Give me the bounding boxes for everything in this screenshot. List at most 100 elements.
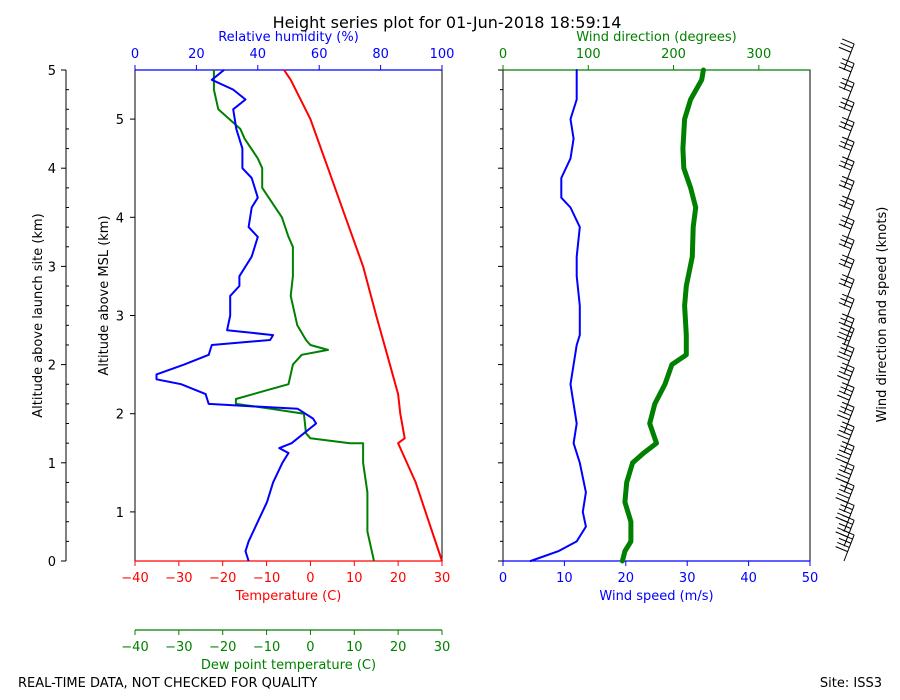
wind-barb-shaft (843, 161, 855, 189)
wind-speed-tick-label: 50 (802, 571, 819, 586)
wind-barb (837, 362, 855, 395)
wind-speed-line (529, 69, 587, 562)
dewpoint-tick-label: −10 (253, 640, 280, 655)
wind-barb (838, 156, 855, 189)
wind-barb (838, 254, 855, 287)
wind-barb-flag (840, 180, 853, 187)
wind-barb-flag (840, 317, 853, 324)
wind-speed-tick-label: 40 (740, 571, 757, 586)
wind-barb-flag (840, 347, 853, 353)
rh-tick-label: 20 (188, 47, 205, 62)
wind-barb-flag (841, 77, 855, 84)
wind-barb-shaft (843, 279, 855, 306)
inner-y-axis-label: Altitude above MSL (km) (97, 215, 112, 375)
wind-barb (838, 136, 855, 169)
wind-barb (837, 342, 855, 375)
wind-barb (838, 117, 855, 149)
wind-barb-flag (841, 313, 855, 320)
temperature-tick-label: 0 (306, 571, 314, 586)
temperature-tick-label: 20 (390, 571, 407, 586)
dewpoint-axis-label: Dew point temperature (C) (201, 658, 376, 673)
wind-barb-flag (837, 473, 850, 480)
rh-tick-label: 60 (311, 47, 328, 62)
wind-barb-shaft (843, 407, 855, 434)
wind-barb-flag (838, 410, 852, 417)
wind-barb-flag (840, 278, 853, 285)
outer-y-tick-label: 1 (48, 457, 56, 472)
wind-barb-flag (840, 366, 853, 373)
wind-barb-flag (841, 274, 855, 281)
wind-barb-flag (841, 293, 855, 300)
wind-barb-flag (838, 243, 852, 250)
wind-barb-shaft (843, 348, 855, 375)
wind-barb-flag (841, 175, 855, 182)
wind-barb-flag (840, 42, 853, 49)
wind-direction-tick-label: 0 (499, 47, 507, 62)
wind-barb (838, 234, 855, 267)
wind-barb-flag (837, 492, 850, 499)
wind-barb-flag (837, 541, 850, 548)
dewpoint-tick-label: −30 (165, 640, 192, 655)
rh-tick-label: 100 (430, 47, 455, 62)
wind-barb-shaft (843, 220, 855, 247)
wind-barb-flag (838, 302, 852, 309)
wind-barb-axis-label: Wind direction and speed (knots) (875, 207, 890, 423)
wind-barb-flag (840, 464, 853, 471)
wind-barb-flag (841, 254, 855, 261)
rh-axis-label: Relative humidity (%) (218, 30, 359, 45)
wind-barb-flag (841, 362, 855, 369)
wind-barb-shaft (843, 83, 855, 110)
wind-barb-flag (840, 140, 853, 147)
wind-barb (837, 401, 855, 434)
footer-quality-note: REAL-TIME DATA, NOT CHECKED FOR QUALITY (18, 676, 317, 691)
thermo-plot-frame (134, 69, 443, 562)
wind-direction-tick-label: 100 (576, 47, 601, 62)
wind-barb-flag (838, 262, 852, 269)
wind-barb-flag (838, 523, 852, 529)
wind-barb-flag (837, 394, 850, 401)
wind-barb-flag (840, 386, 853, 393)
temperature-line (283, 69, 443, 562)
wind-barb (837, 421, 855, 454)
wind-barb-shaft (843, 485, 855, 513)
wind-barb-flag (835, 497, 848, 503)
wind-barb-flag (840, 121, 853, 128)
rh-tick-label: 40 (250, 47, 267, 62)
dew-point-line (212, 70, 375, 562)
wind-barb-flag (838, 203, 852, 210)
wind-barb-flag (838, 86, 852, 92)
wind-barb (835, 441, 855, 473)
wind-barb-shaft (843, 63, 855, 90)
wind-barb-shaft (843, 141, 855, 169)
outer-y-tick-label: 3 (48, 260, 56, 275)
wind-barb (838, 293, 855, 326)
outer-y-tick-label: 5 (48, 64, 56, 79)
wind-barb-shaft (843, 367, 855, 395)
wind-speed-tick-label: 30 (679, 571, 696, 586)
wind-plot-frame (502, 69, 811, 562)
outer-y-axis-label: Altitude above launch site (km) (31, 213, 46, 417)
wind-barb-flag (840, 504, 853, 511)
wind-barb-flag (838, 370, 852, 377)
wind-direction-tick-label: 300 (746, 47, 771, 62)
wind-barb-flag (841, 441, 855, 447)
temperature-tick-label: 30 (434, 571, 451, 586)
wind-barb-flag (840, 405, 853, 412)
wind-barb-flag (840, 219, 853, 226)
dewpoint-tick-label: 10 (346, 640, 363, 655)
wind-barb (838, 274, 855, 306)
footer-site: Site: ISS3 (820, 676, 882, 691)
wind-barb-flag (837, 335, 850, 342)
wind-barb-shaft (843, 102, 855, 130)
wind-barb-flag (841, 215, 855, 222)
wind-barb-shaft (843, 240, 855, 267)
wind-barb-flag (837, 375, 850, 381)
wind-barb (838, 175, 855, 208)
temperature-tick-label: 10 (346, 571, 363, 586)
wind-speed-tick-label: 0 (499, 571, 507, 586)
wind-barb-shaft (843, 259, 855, 287)
chart-title: Height series plot for 01-Jun-2018 18:59… (273, 13, 622, 32)
wind-barb-flag (838, 282, 852, 289)
wind-barb-flag (835, 457, 848, 464)
